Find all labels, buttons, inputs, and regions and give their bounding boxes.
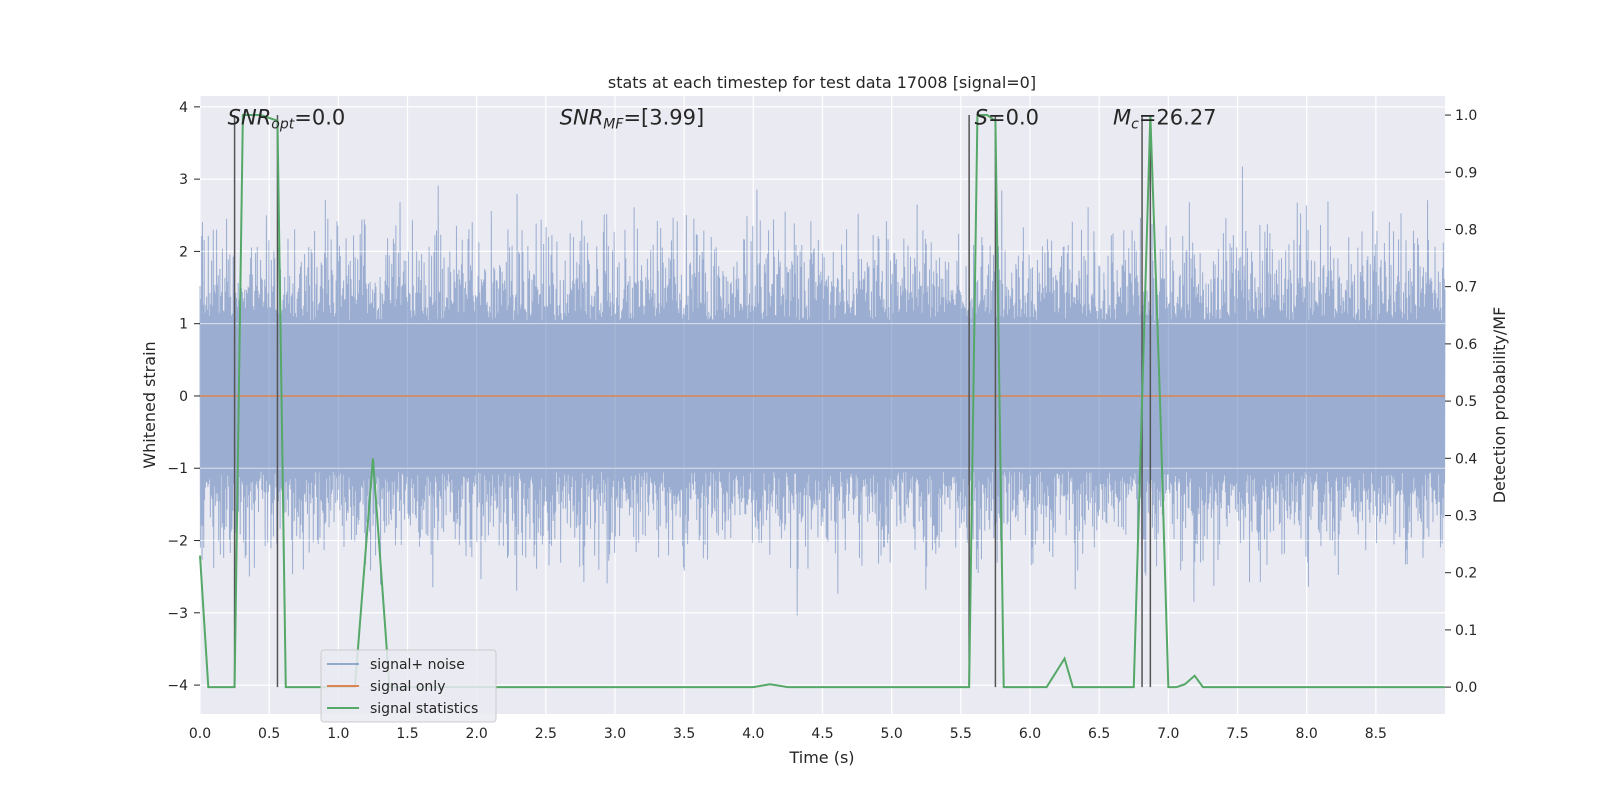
x-tick-label: 5.5: [950, 726, 972, 742]
y-tick-label: 2: [179, 244, 188, 260]
x-tick-label: 5.0: [881, 726, 903, 742]
legend-label-signal-only: signal only: [370, 679, 445, 695]
legend-label-signal-statistics: signal statistics: [370, 701, 478, 717]
y2-tick-label: 0.4: [1455, 451, 1477, 467]
x-tick-label: 6.5: [1088, 726, 1110, 742]
annotation-3: Mc=26.27: [1113, 106, 1217, 133]
x-tick-label: 4.0: [742, 726, 764, 742]
y-tick-label: 3: [179, 172, 188, 188]
x-tick-label: 6.0: [1019, 726, 1041, 742]
y2-tick-label: 0.2: [1455, 566, 1477, 582]
x-tick-label: 4.5: [811, 726, 833, 742]
x-tick-label: 8.0: [1296, 726, 1318, 742]
y2-tick-label: 0.8: [1455, 222, 1477, 238]
y2-tick-label: 0.3: [1455, 508, 1477, 524]
y-axis-label: Whitened strain: [140, 341, 159, 468]
y-tick-label: 0: [179, 389, 188, 405]
y-tick-label: −3: [167, 606, 188, 622]
chart-title: stats at each timestep for test data 170…: [608, 73, 1036, 92]
x-tick-label: 8.5: [1365, 726, 1387, 742]
x-tick-label: 3.5: [673, 726, 695, 742]
x-tick-label: 0.5: [258, 726, 280, 742]
x-tick-label: 0.0: [189, 726, 211, 742]
y-tick-label: 4: [179, 100, 188, 116]
x-tick-label: 1.0: [327, 726, 349, 742]
legend-label-signal-noise: signal+ noise: [370, 657, 465, 673]
y-tick-label: −4: [167, 678, 188, 694]
annotation-2: S=0.0: [975, 106, 1039, 130]
x-tick-label: 2.5: [535, 726, 557, 742]
y2-tick-label: 0.9: [1455, 165, 1477, 181]
y2-axis-label: Detection probability/MF: [1490, 307, 1509, 504]
y-tick-label: −1: [167, 461, 188, 477]
x-tick-label: 7.0: [1157, 726, 1179, 742]
y2-tick-label: 0.1: [1455, 623, 1477, 639]
legend: signal+ noise signal only signal statist…: [321, 650, 496, 722]
y2-tick-label: 1.0: [1455, 108, 1477, 124]
y2-tick-label: 0.7: [1455, 280, 1477, 296]
y-tick-label: 1: [179, 317, 188, 333]
x-tick-label: 7.5: [1226, 726, 1248, 742]
y2-tick-label: 0.6: [1455, 337, 1477, 353]
x-tick-label: 1.5: [396, 726, 418, 742]
y2-tick-label: 0.0: [1455, 680, 1477, 696]
y-tick-label: −2: [167, 534, 188, 550]
x-axis-label: Time (s): [788, 748, 854, 767]
x-tick-label: 3.0: [604, 726, 626, 742]
annotation-1: SNRMF=[3.99]: [560, 106, 705, 133]
x-tick-label: 2.0: [466, 726, 488, 742]
y2-tick-label: 0.5: [1455, 394, 1477, 410]
